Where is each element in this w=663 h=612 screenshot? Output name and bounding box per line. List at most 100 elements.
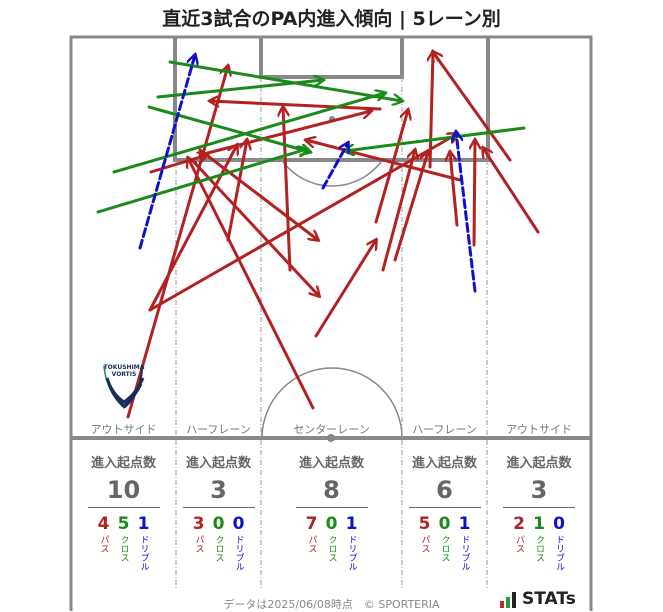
footer-credit: データは2025/06/08時点 © SPORTERIA: [223, 598, 440, 611]
divider: [295, 507, 368, 508]
pass-arrow: [374, 110, 408, 224]
pass-arrow: [314, 240, 376, 338]
stats-brand-logo: STATs: [500, 590, 576, 608]
stat-total: 8: [323, 476, 340, 504]
divider: [408, 507, 481, 508]
brand-text: STATs: [522, 589, 576, 609]
center-spot: [327, 434, 335, 442]
dribble-arrow: [456, 132, 477, 293]
cross-count: 5: [117, 514, 130, 534]
pass-label: パス: [419, 535, 430, 553]
cross-label: クロス: [118, 535, 129, 562]
pass-count: 3: [192, 514, 205, 534]
cross-arrow: [156, 80, 323, 99]
pass-label: パス: [193, 535, 204, 553]
divider: [87, 507, 160, 508]
pass-count: 4: [97, 514, 110, 534]
pass-arrow: [226, 140, 247, 242]
team-logo-line2: VORTIS: [112, 371, 137, 378]
pass-label: パス: [306, 535, 317, 553]
pass-label: パス: [514, 535, 524, 553]
lane-label-halfspace-left: ハーフレーン: [186, 423, 251, 436]
pass-arrow: [210, 101, 382, 111]
divider: [503, 507, 575, 508]
pass-label: パス: [98, 535, 109, 553]
cross-count: 0: [438, 514, 451, 534]
pass-arrow: [430, 52, 433, 169]
dribble-label: ドリブル: [346, 535, 357, 571]
cross-arrow: [96, 149, 307, 214]
pass-count: 7: [305, 514, 318, 534]
pass-arrow: [306, 140, 462, 182]
stat-total: 10: [106, 476, 141, 504]
divider: [182, 507, 255, 508]
stat-total: 3: [210, 476, 227, 504]
pass-arrow: [198, 148, 318, 240]
penalty-arc: [282, 161, 382, 187]
cross-label: クロス: [534, 535, 544, 562]
dribble-label: ドリブル: [554, 535, 564, 571]
center-circle: [261, 367, 403, 439]
dribble-arrow: [138, 55, 195, 250]
lane-label-outside-left: アウトサイド: [90, 423, 157, 436]
lane-label-halfspace-right: ハーフレーン: [412, 423, 477, 436]
entry-arrows: [96, 52, 540, 419]
pass-count: 2: [513, 514, 525, 534]
dribble-label: ドリブル: [138, 535, 149, 571]
stat-header: 進入起点数: [185, 456, 251, 471]
lane-stats-halfspace-left: 進入起点数 3 3 パス 0 クロス 0 ドリブル: [176, 452, 261, 571]
goal-area: [259, 37, 404, 79]
cross-label: クロス: [213, 535, 224, 562]
stat-header: 進入起点数: [90, 456, 156, 471]
cross-label: クロス: [439, 535, 450, 562]
pass-arrow: [393, 152, 428, 262]
cross-count: 0: [325, 514, 338, 534]
lane-stats-center: 進入起点数 8 7 パス 0 クロス 1 ドリブル: [261, 452, 402, 571]
cross-arrow: [112, 93, 385, 174]
dribble-arrow: [321, 143, 348, 190]
dribble-label: ドリブル: [233, 535, 244, 571]
lane-label-outside-right: アウトサイド: [506, 423, 572, 436]
cross-arrow: [168, 60, 402, 101]
logo-bar-dark: [512, 592, 516, 608]
penalty-area: [173, 37, 490, 162]
lane-stats-outside-right: 進入起点数 3 2 パス 1 クロス 0 ドリブル: [487, 452, 591, 571]
pass-arrow: [149, 155, 207, 174]
chart-title: 直近3試合のPA内進入傾向 | 5レーン別: [162, 8, 501, 30]
cross-label: クロス: [326, 535, 337, 562]
pass-arrow: [483, 148, 540, 234]
stat-total: 6: [436, 476, 453, 504]
cross-arrow: [345, 126, 526, 151]
stat-header: 進入起点数: [298, 456, 364, 471]
team-logo: TOKUSHIMA VORTIS: [103, 364, 145, 409]
stat-header: 進入起点数: [411, 456, 477, 471]
lane-dividers: [175, 77, 488, 590]
cross-count: 0: [212, 514, 225, 534]
dribble-count: 1: [458, 514, 471, 534]
stat-header: 進入起点数: [506, 456, 572, 471]
lane-stats-halfspace-right: 進入起点数 6 5 パス 0 クロス 1 ドリブル: [402, 452, 487, 571]
pass-arrow: [198, 111, 371, 157]
pass-arrow: [188, 158, 315, 410]
pass-arrow: [474, 140, 475, 247]
stat-total: 3: [530, 476, 548, 504]
pass-arrow: [190, 158, 319, 296]
lane-stats-outside-left: 進入起点数 10 4 パス 5 クロス 1 ドリブル: [71, 452, 176, 571]
dribble-count: 0: [553, 514, 565, 534]
lane-label-center: センターレーン: [293, 423, 370, 436]
pass-arrow: [148, 134, 457, 312]
cross-arrow: [147, 105, 310, 152]
pass-arrow: [433, 52, 512, 162]
team-logo-line1: TOKUSHIMA: [104, 364, 145, 371]
pass-arrow: [148, 145, 237, 312]
logo-bar-green: [506, 597, 510, 608]
logo-bar-red: [500, 601, 504, 608]
dribble-count: 0: [232, 514, 245, 534]
dribble-label: ドリブル: [459, 535, 470, 571]
pass-arrow: [450, 152, 459, 227]
dribble-count: 1: [345, 514, 358, 534]
cross-count: 1: [533, 514, 545, 534]
dribble-count: 1: [137, 514, 150, 534]
pitch-outline: [69, 35, 593, 611]
